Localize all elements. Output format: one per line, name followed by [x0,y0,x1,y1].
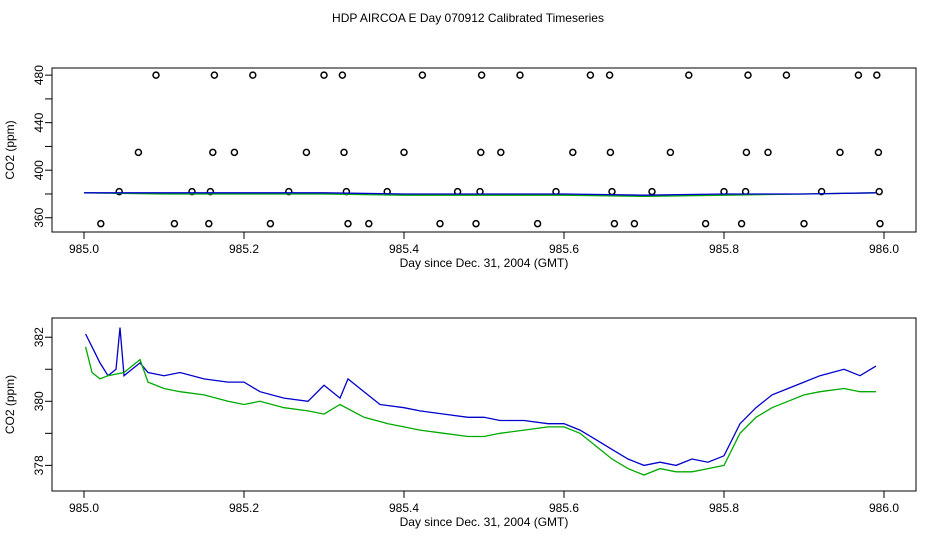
scatter-point [302,148,311,157]
scatter-point [230,148,239,157]
scatter-point [876,219,884,228]
scatter-point [497,148,505,157]
scatter-point [586,71,595,79]
top-panel: 985.0 985.2 985.4 985.6 985.8 986.0 360 400 440 4… [3,65,917,270]
scatter-point [365,219,373,228]
scatter-point [605,71,614,79]
x-tick-label: 985.4 [389,501,419,515]
scatter-point [115,187,123,196]
x-tick-label: 985.8 [709,501,739,515]
plot-frame [51,67,917,233]
x-tick-label: 985.0 [69,242,99,256]
x-tick-label: 985.6 [549,242,579,256]
y-tick-label: 400 [32,160,46,180]
scatter-point [608,187,616,196]
scatter-point [610,219,619,228]
scatter-point [472,219,480,228]
scatter-point [97,219,105,228]
x-axis-label: Day since Dec. 31, 2004 (GMT) [400,515,569,529]
plot-frame [51,317,917,492]
scatter-point [836,148,844,157]
scatter-point [648,187,656,196]
scatter-point [569,148,577,157]
scatter-point [875,187,883,196]
series-line [83,192,877,197]
scatter-point [817,187,826,196]
scatter-point [344,219,352,228]
scatter-point [210,71,219,79]
scatter-point [782,71,791,79]
scatter-point [533,219,542,228]
scatter-point [249,71,257,79]
x-tick-label: 985.6 [549,501,579,515]
chart-title: HDP AIRCOA E Day 070912 Calibrated Times… [332,11,604,25]
x-tick-label: 986.0 [869,242,899,256]
scatter-point [209,148,217,157]
scatter-point [606,148,615,157]
scatter-point [800,219,808,228]
scatter-point [152,71,160,79]
scatter-point [764,148,772,157]
y-axis-label: CO2 (ppm) [3,120,17,179]
scatter-point [436,219,444,228]
scatter-point [737,219,746,228]
scatter-point [170,219,179,228]
scatter-point [205,219,213,228]
y-tick-label: 380 [32,391,46,411]
scatter-point [418,71,427,79]
x-tick-label: 985.8 [709,242,739,256]
series-line [85,327,877,467]
scatter-point [874,148,883,157]
scatter-point [338,71,347,79]
scatter-point [340,148,348,157]
x-tick-label: 985.0 [69,501,99,515]
scatter-point [477,71,486,79]
y-axis-label: CO2 (ppm) [3,375,17,434]
scatter-point [854,71,863,79]
bottom-panel: 985.0 985.2 985.4 985.6 985.8 986.0 378 380 382 D… [3,317,917,529]
x-tick-label: 985.4 [389,242,419,256]
scatter-point [630,219,639,228]
x-tick-label: 986.0 [869,501,899,515]
series-line [84,346,876,476]
scatter-point [266,219,275,228]
scatter-point [666,148,675,157]
scatter-point [477,148,485,157]
series-line [84,192,877,196]
scatter-point [134,148,143,157]
scatter-point [742,148,751,157]
x-axis-label: Day since Dec. 31, 2004 (GMT) [400,256,569,270]
x-tick-label: 985.2 [229,242,259,256]
y-tick-label: 440 [32,112,46,132]
y-tick-label: 360 [32,207,46,227]
scatter-point [400,148,408,157]
scatter-point [873,71,881,79]
scatter-point [744,71,752,79]
scatter-point [685,71,693,79]
scatter-point [516,71,524,79]
x-tick-label: 985.2 [229,501,259,515]
y-tick-label: 480 [32,65,46,85]
scatter-point [320,71,328,79]
scatter-point [701,219,710,228]
y-tick-label: 382 [32,327,46,347]
y-tick-label: 378 [32,455,46,475]
